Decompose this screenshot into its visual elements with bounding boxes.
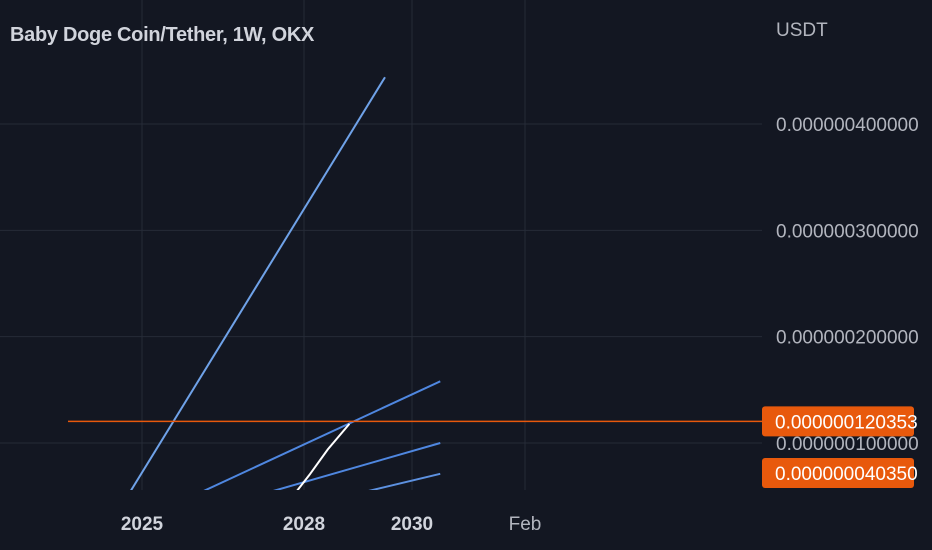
- price-label-box: [762, 406, 914, 437]
- plot-area: [0, 0, 762, 490]
- currency-label: USDT: [776, 20, 828, 41]
- chart-title: Baby Doge Coin/Tether, 1W, OKX: [10, 24, 315, 46]
- y-tick-label: 0.000000300000: [776, 221, 919, 242]
- x-tick-label: Feb: [509, 514, 542, 535]
- price-label-text: 0.000000040350: [775, 464, 918, 485]
- trend-line: [368, 472, 441, 490]
- trend-line: [273, 442, 441, 490]
- trend-lines: [130, 76, 441, 490]
- y-tick-label: 0.000000200000: [776, 328, 919, 349]
- y-tick-label: 0.000000400000: [776, 115, 919, 136]
- price-label-box: [762, 458, 914, 488]
- trend-line: [130, 76, 386, 490]
- x-tick-label: 2030: [391, 514, 433, 535]
- trend-line: [203, 380, 441, 490]
- price-label-text: 0.000000120353: [775, 412, 918, 433]
- x-tick-label: 2028: [283, 514, 325, 535]
- x-tick-label: 2025: [121, 514, 164, 535]
- y-tick-label: 0.000000100000: [776, 434, 919, 455]
- price-line: [296, 423, 351, 490]
